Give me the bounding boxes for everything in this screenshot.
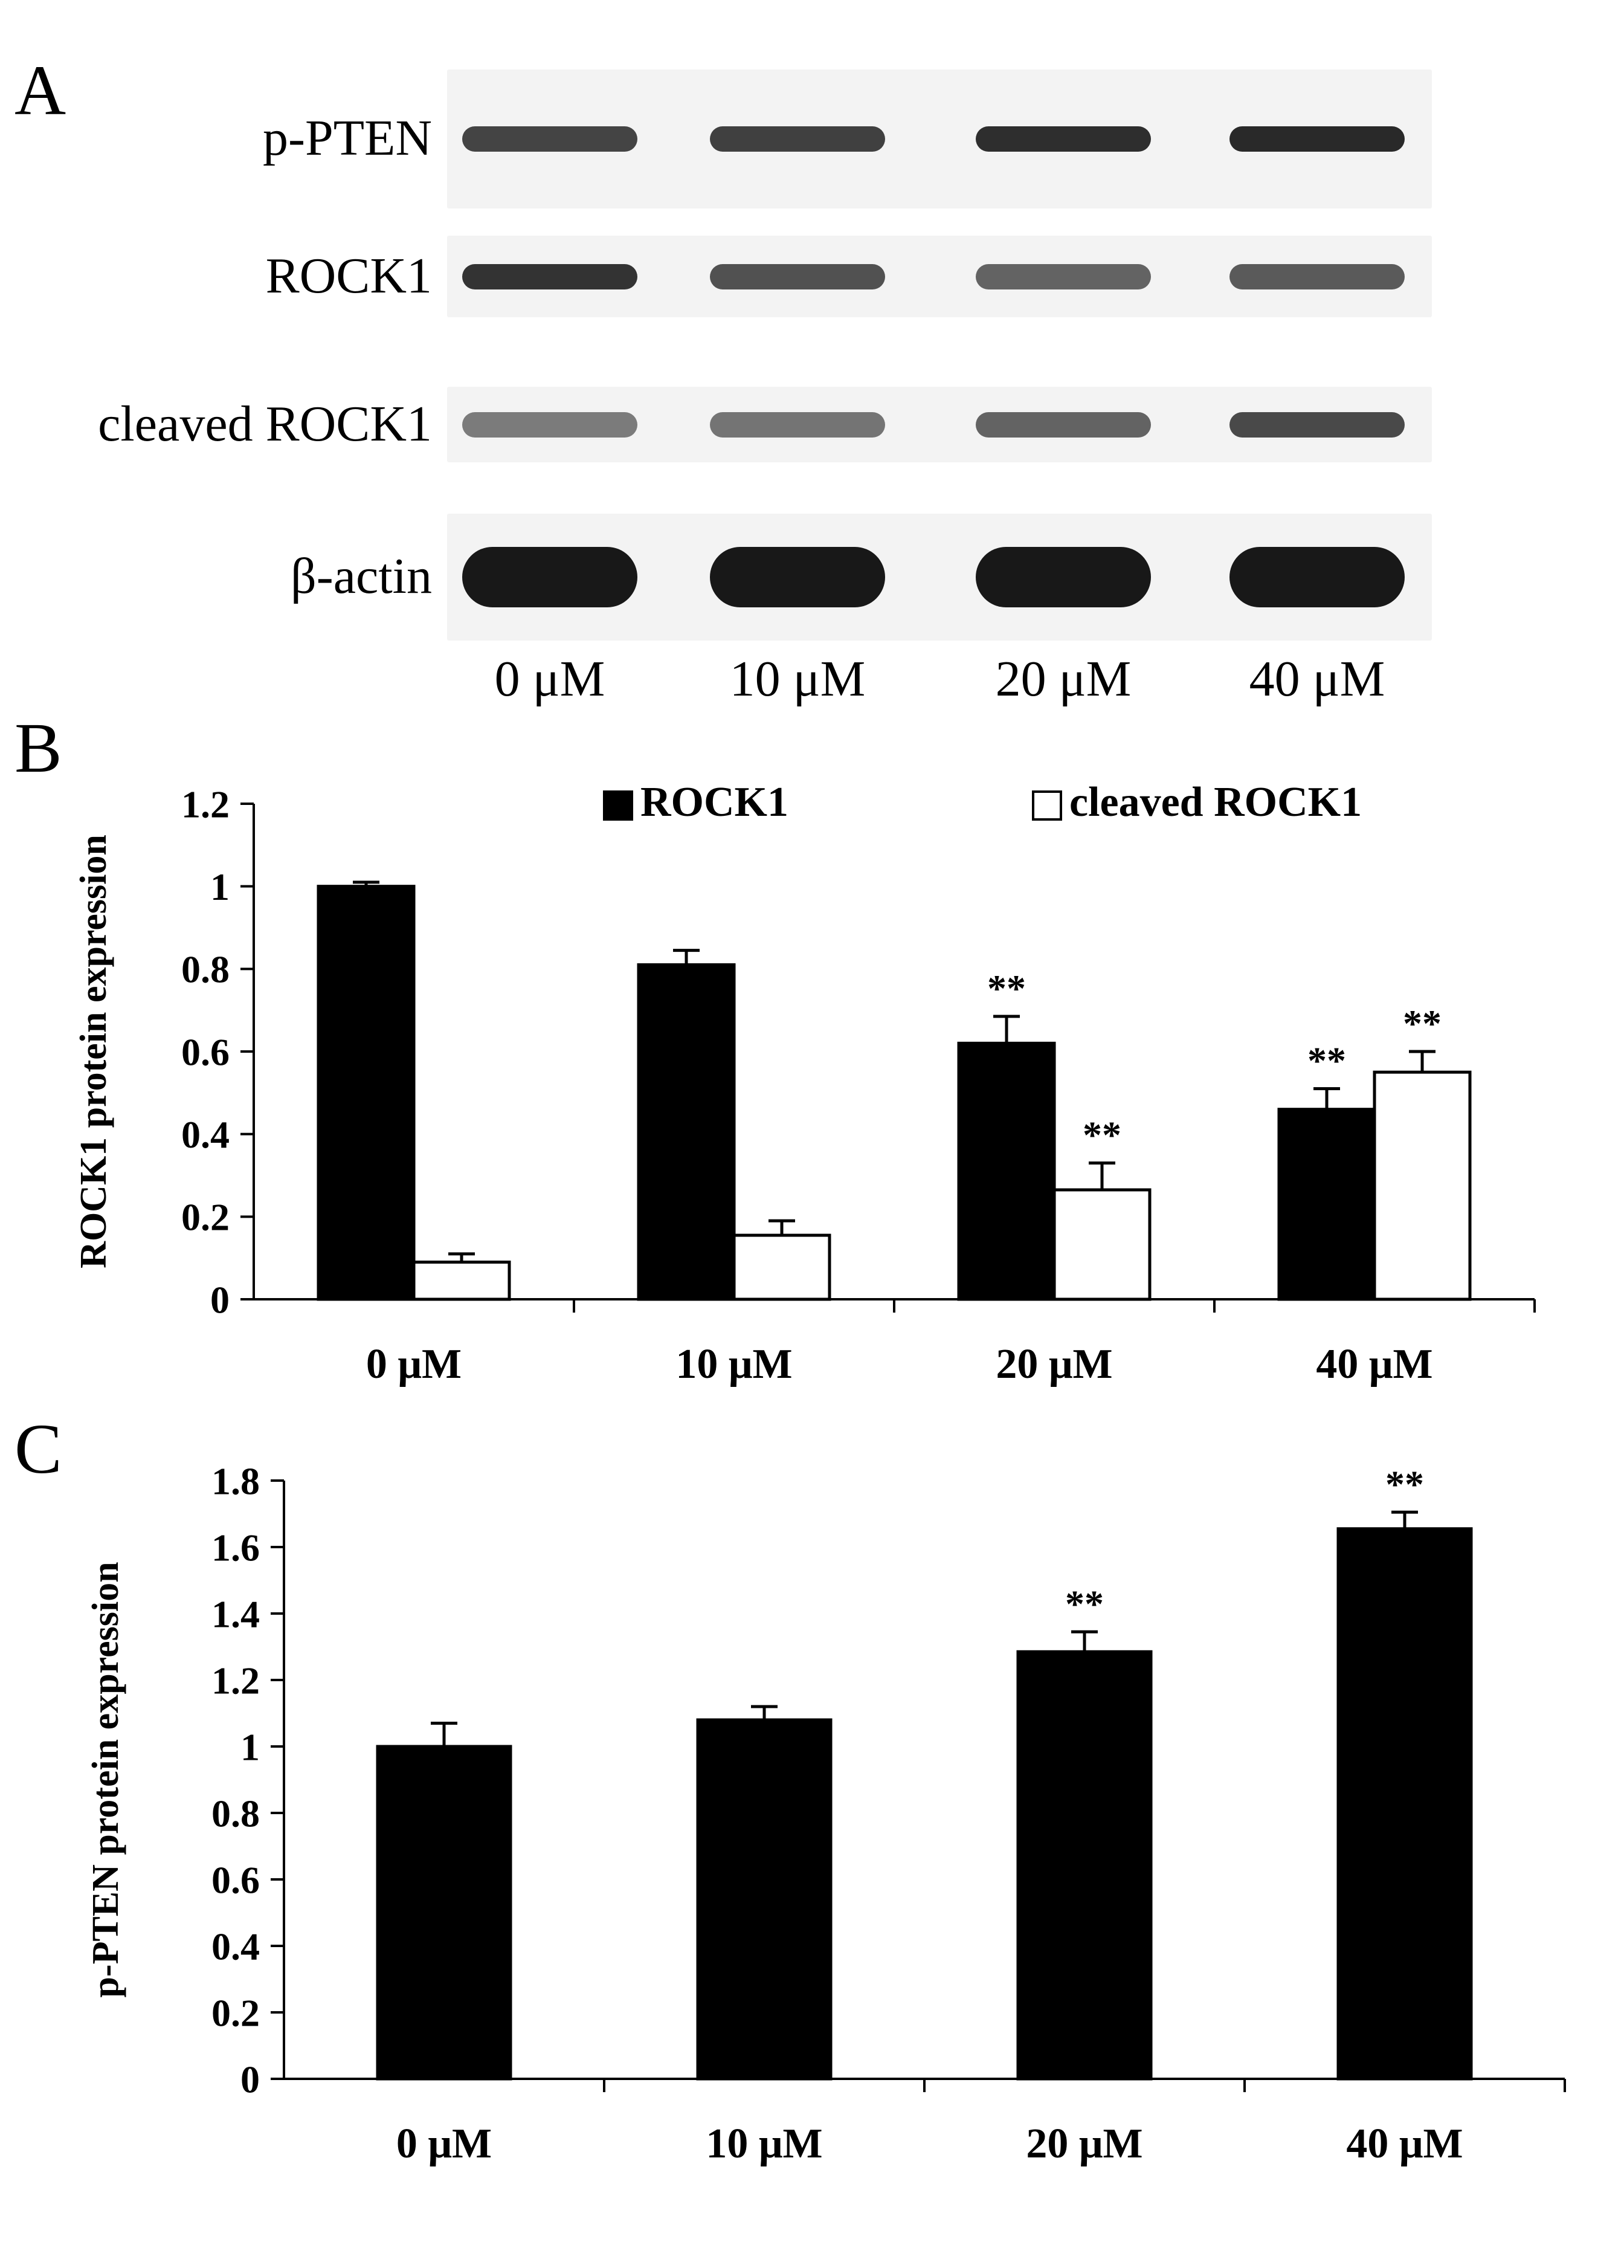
significance-mark: **	[987, 967, 1026, 1010]
y-tick-label: 1.4	[211, 1592, 260, 1635]
blot-row-label: β-actin	[291, 548, 432, 604]
legend-label: cleaved ROCK1	[1069, 779, 1362, 825]
y-tick-label: 1.2	[211, 1659, 260, 1702]
y-tick-label: 1.8	[211, 1459, 260, 1502]
panel-letter-c: C	[14, 1409, 62, 1488]
x-tick-label: 0 μM	[366, 1341, 462, 1388]
blot-band	[976, 547, 1151, 607]
x-tick-label: 10 μM	[706, 2121, 822, 2167]
blot-band	[710, 412, 885, 438]
blot-band	[462, 547, 637, 607]
blot-band	[1229, 126, 1405, 152]
y-tick-label: 0.4	[211, 1925, 260, 1968]
panel-letter-a: A	[14, 51, 66, 130]
blot-band	[462, 263, 637, 289]
blot-lane-label: 10 μM	[729, 651, 866, 707]
bar	[1336, 1527, 1473, 2081]
blot-band	[710, 263, 885, 289]
blot-band	[976, 412, 1151, 438]
bar	[1373, 1070, 1472, 1301]
y-tick-label: 0.8	[211, 1792, 260, 1835]
blot-band	[976, 126, 1151, 152]
y-tick-label: 0.8	[181, 948, 230, 991]
significance-mark: **	[1307, 1039, 1346, 1082]
significance-mark: **	[1385, 1462, 1424, 1505]
bar	[732, 1233, 831, 1301]
bar	[412, 1261, 511, 1301]
blot-band	[1229, 412, 1405, 438]
y-tick-label: 0.4	[181, 1113, 230, 1156]
y-tick-label: 1	[240, 1725, 260, 1768]
y-axis-label: ROCK1 protein expression	[73, 835, 114, 1268]
blot-band	[1229, 263, 1405, 289]
x-tick-label: 20 μM	[1026, 2121, 1142, 2167]
y-tick-label: 1.6	[211, 1526, 260, 1569]
bar	[957, 1041, 1056, 1301]
bar	[317, 885, 416, 1301]
bar	[1052, 1188, 1152, 1301]
y-tick-label: 0.2	[211, 1991, 260, 2034]
p-pten-expression-chart: 0 0.2 0.4 0.6 0.8 1 1.2 1.4 1.6 1.8 p-PTEN protein…	[85, 1459, 1566, 2167]
blot-row-label: ROCK1	[265, 247, 432, 304]
blot-band	[1229, 547, 1405, 607]
blot-band	[710, 126, 885, 152]
y-axis-label: p-PTEN protein expression	[85, 1562, 126, 1997]
y-tick-label: 0.6	[211, 1858, 260, 1901]
legend-label: ROCK1	[640, 779, 788, 825]
x-tick-label: 10 μM	[675, 1341, 792, 1388]
blot-lane-label: 40 μM	[1249, 651, 1385, 707]
y-tick-label: 0.6	[181, 1030, 230, 1073]
rock1-expression-chart: 0 0.2 0.4 0.6 0.8 1 1.2 ROCK1 protein expressio…	[73, 779, 1536, 1388]
x-tick-label: 20 μM	[996, 1341, 1112, 1388]
legend-swatch	[1032, 790, 1062, 821]
bar	[1016, 1650, 1153, 2081]
bar	[376, 1745, 512, 2081]
y-tick-label: 1	[210, 865, 230, 908]
blot-row-label: cleaved ROCK1	[98, 395, 432, 452]
y-tick-label: 0	[210, 1278, 230, 1321]
significance-mark: **	[1403, 1002, 1442, 1045]
y-tick-label: 1.2	[181, 783, 230, 825]
y-tick-label: 0	[240, 2058, 260, 2101]
blot-band	[462, 412, 637, 438]
legend-swatch	[603, 790, 633, 821]
x-tick-label: 40 μM	[1346, 2121, 1463, 2167]
significance-mark: **	[1065, 1582, 1104, 1625]
blot-band	[462, 126, 637, 152]
panel-letter-b: B	[14, 708, 62, 787]
blot-lane-label: 20 μM	[995, 651, 1132, 707]
significance-mark: **	[1083, 1114, 1121, 1157]
bar	[637, 963, 736, 1301]
blot-band	[976, 263, 1151, 289]
blot-lane-label: 0 μM	[494, 651, 605, 707]
x-tick-label: 0 μM	[396, 2121, 492, 2167]
x-tick-label: 40 μM	[1316, 1341, 1432, 1388]
bar	[1277, 1108, 1376, 1301]
blot-row-label: p-PTEN	[263, 110, 432, 166]
blot-band	[710, 547, 885, 607]
y-tick-label: 0.2	[181, 1196, 230, 1239]
bar	[696, 1718, 833, 2081]
